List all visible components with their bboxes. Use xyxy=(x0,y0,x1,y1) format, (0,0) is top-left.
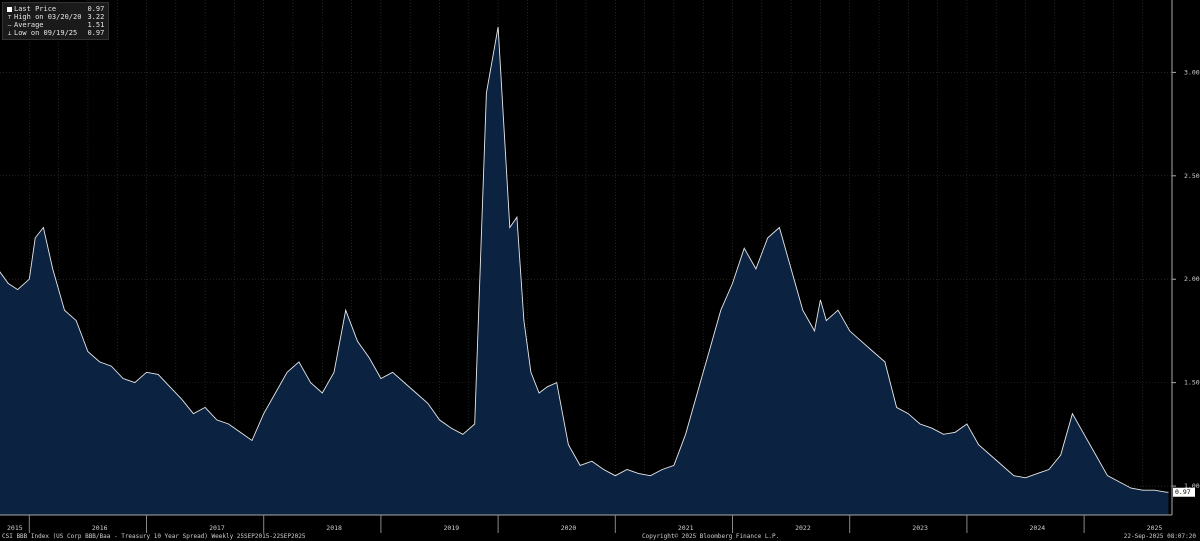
y-tick-label: 2.50 xyxy=(1184,172,1200,180)
legend-label: High on 03/20/20 xyxy=(14,13,82,21)
high-tick-icon: ⊤ xyxy=(7,13,12,21)
legend-value: 1.51 xyxy=(87,21,105,29)
chart-legend: Last Price 0.97 ⊤ High on 03/20/20 3.22 –… xyxy=(2,2,110,40)
average-dash-icon: – xyxy=(7,21,12,29)
x-tick-label: 2024 xyxy=(1030,524,1046,532)
spread-line xyxy=(0,26,1169,493)
chart-footer: CSI BBB Index (US Corp BBB/Baa - Treasur… xyxy=(0,533,1200,541)
x-tick-label: 2018 xyxy=(326,524,342,532)
legend-item-high: ⊤ High on 03/20/20 3.22 xyxy=(7,13,105,21)
legend-label: Average xyxy=(14,21,44,29)
legend-label: Last Price xyxy=(14,5,57,13)
legend-item-last-price: Last Price 0.97 xyxy=(7,5,104,13)
x-tick-label: 2020 xyxy=(561,524,577,532)
x-tick-label: 2021 xyxy=(678,524,694,532)
last-price-marker-icon xyxy=(7,6,12,12)
last-price-tag-box xyxy=(1173,487,1195,497)
last-price-tag: 0.97 xyxy=(1173,487,1195,497)
footer-timestamp: 22-Sep-2025 08:07:20 xyxy=(1123,533,1196,540)
x-tick-label: 2015 xyxy=(7,524,23,532)
footer-description: CSI BBB Index (US Corp BBB/Baa - Treasur… xyxy=(2,533,306,540)
spread-area xyxy=(0,26,1169,515)
footer-copyright: Copyright© 2025 Bloomberg Finance L.P. xyxy=(642,533,780,540)
y-tick-label: 1.00 xyxy=(1184,482,1200,490)
last-price-tag-text: 0.97 xyxy=(1175,488,1191,496)
x-axis-ticks: 2015 2016 2017 2018 2019 2020 2021 2022 2023 2024… xyxy=(7,515,1162,533)
y-axis-ticks: 1.00 1.50 2.00 2.50 3.00 xyxy=(1172,68,1200,490)
y-tick-label: 1.50 xyxy=(1184,379,1200,387)
legend-label: Low on 09/19/25 xyxy=(14,29,78,37)
y-tick-label: 3.00 xyxy=(1184,68,1200,76)
x-tick-label: 2016 xyxy=(92,524,108,532)
x-tick-label: 2025 xyxy=(1147,524,1163,532)
x-tick-label: 2019 xyxy=(444,524,460,532)
low-tick-icon: ⊥ xyxy=(7,29,12,37)
legend-value: 3.22 xyxy=(87,13,105,21)
legend-value: 0.97 xyxy=(87,5,105,13)
x-tick-label: 2017 xyxy=(209,524,225,532)
legend-item-average: – Average 1.51 xyxy=(7,21,105,29)
legend-item-low: ⊥ Low on 09/19/25 0.97 xyxy=(7,29,105,37)
legend-value: 0.97 xyxy=(87,29,105,37)
x-tick-label: 2022 xyxy=(795,524,811,532)
y-tick-label: 2.00 xyxy=(1184,275,1200,283)
x-tick-label: 2023 xyxy=(912,524,928,532)
